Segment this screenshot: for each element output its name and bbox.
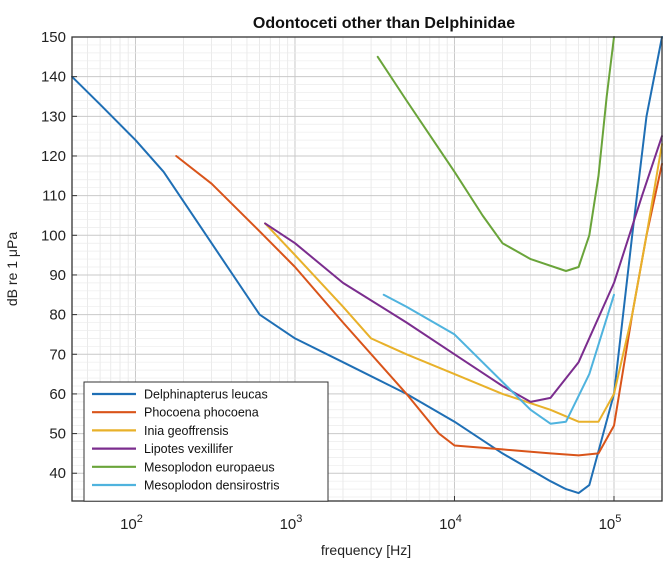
y-tick-label: 90 xyxy=(49,267,66,284)
y-tick-label: 100 xyxy=(41,227,66,244)
legend-label: Lipotes vexillifer xyxy=(144,442,233,456)
legend: Delphinapterus leucas Phocoena phocoena In… xyxy=(83,381,329,502)
y-tick-labels: 40 50 60 70 80 90 100 110 120 130 140 150 xyxy=(41,29,77,482)
y-axis-label: dB re 1 μPa xyxy=(4,232,20,306)
y-tick-label: 140 xyxy=(41,69,66,86)
legend-label: Delphinapterus leucas xyxy=(144,388,268,402)
legend-label: Mesoplodon densirostris xyxy=(144,479,280,493)
y-tick-label: 130 xyxy=(41,108,66,125)
x-axis-label: frequency [Hz] xyxy=(321,542,411,558)
x-tick-label: 105 xyxy=(599,513,622,533)
y-tick-label: 110 xyxy=(42,188,66,205)
series-line-3 xyxy=(264,143,663,423)
y-tick-label: 80 xyxy=(49,307,66,324)
series-line-5 xyxy=(376,36,615,272)
legend-label: Inia geoffrensis xyxy=(144,424,229,438)
series-lines xyxy=(71,36,663,495)
x-tick-label: 102 xyxy=(120,513,143,533)
x-tick-labels: 102 103 104 105 xyxy=(120,496,621,533)
series-line-2 xyxy=(175,155,663,457)
y-tick-label: 40 xyxy=(49,465,66,482)
y-tick-label: 50 xyxy=(49,426,66,443)
plot-frame xyxy=(71,36,663,502)
y-tick-label: 60 xyxy=(49,386,66,403)
chart-title: Odontoceti other than Delphinidae xyxy=(253,15,515,32)
x-tick-label: 104 xyxy=(439,513,462,533)
y-tick-label: 120 xyxy=(41,148,66,165)
y-tick-label: 150 xyxy=(41,29,66,46)
legend-label: Mesoplodon europaeus xyxy=(144,460,275,474)
series-line-4 xyxy=(264,135,663,403)
legend-box xyxy=(83,381,329,502)
y-tick-label: 70 xyxy=(49,346,66,363)
series-line-6 xyxy=(382,293,615,425)
legend-label: Phocoena phocoena xyxy=(144,406,259,420)
x-tick-label: 103 xyxy=(280,513,303,533)
